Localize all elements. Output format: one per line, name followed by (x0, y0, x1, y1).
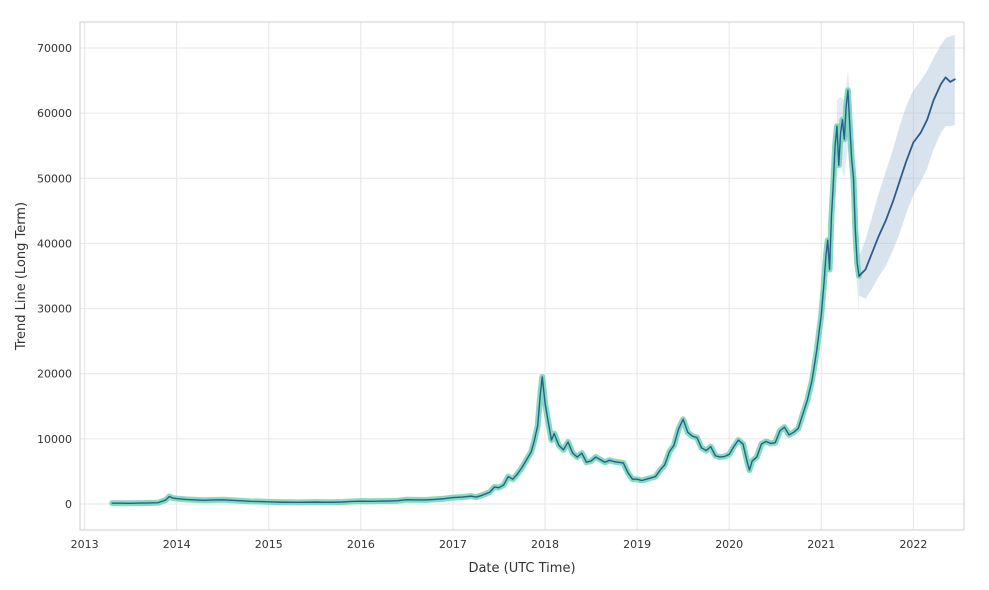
y-tick-label: 70000 (37, 42, 72, 55)
x-tick-label: 2019 (623, 538, 651, 551)
y-tick-label: 10000 (37, 433, 72, 446)
y-tick-label: 20000 (37, 368, 72, 381)
y-tick-label: 0 (65, 498, 72, 511)
trend-line-chart: 2013 2014 2015 2016 2017 2018 2019 2020 2021 2022… (0, 0, 989, 590)
x-tick-label: 2013 (71, 538, 99, 551)
x-tick-label: 2021 (807, 538, 835, 551)
y-tick-label: 50000 (37, 172, 72, 185)
y-axis-label: Trend Line (Long Term) (14, 202, 29, 351)
x-tick-label: 2020 (715, 538, 743, 551)
x-axis-label: Date (UTC Time) (468, 561, 575, 576)
y-tick-label: 40000 (37, 237, 72, 250)
x-tick-label: 2014 (163, 538, 191, 551)
x-tick-label: 2018 (531, 538, 559, 551)
x-tick-label: 2022 (899, 538, 927, 551)
chart-svg: 2013 2014 2015 2016 2017 2018 2019 2020 2021 2022… (0, 0, 989, 590)
x-tick-label: 2016 (347, 538, 375, 551)
y-tick-label: 60000 (37, 107, 72, 120)
x-tick-label: 2017 (439, 538, 467, 551)
x-tick-label: 2015 (255, 538, 283, 551)
y-tick-label: 30000 (37, 303, 72, 316)
